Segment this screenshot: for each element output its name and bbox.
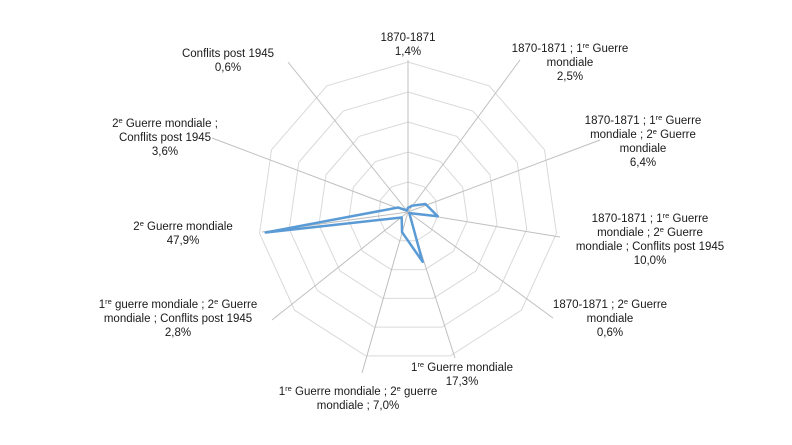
category-label-2: 1870-1871 ; 1re Guerre mondiale 2,5% — [512, 41, 629, 83]
value-label: 17,3% — [446, 376, 479, 388]
category-label-line: mondiale ; Conflits post 1945 — [104, 313, 252, 325]
category-label-line: 1870-1871 ; 1re Guerre — [592, 211, 709, 225]
data-point-4 — [436, 215, 439, 218]
data-point-6 — [421, 260, 424, 263]
category-label-8: 1re guerre mondiale ; 2e Guerre mondiale … — [99, 297, 258, 339]
value-label: 2,8% — [165, 327, 191, 339]
value-label: 3,6% — [152, 146, 178, 158]
grid-ring-5 — [259, 61, 557, 357]
spoke-8 — [271, 211, 409, 321]
spoke-7 — [361, 211, 409, 374]
value-label: 1,4% — [395, 46, 421, 58]
category-label-line: 2e Guerre mondiale ; — [112, 116, 218, 130]
category-label-line: mondiale ; 7,0% — [317, 400, 399, 412]
category-label-line: Conflits post 1945 — [182, 48, 274, 60]
category-label-11: Conflits post 1945 0,6% — [182, 48, 274, 74]
series-line — [264, 202, 439, 264]
category-label-line: mondiale — [547, 57, 594, 69]
category-label-6: 1re Guerre mondiale 17,3% — [411, 360, 513, 388]
radar-series — [264, 202, 439, 264]
radar-spokes — [211, 59, 601, 374]
grid-ring-4 — [288, 91, 528, 328]
category-label-line: mondiale — [620, 143, 667, 155]
value-label: 47,9% — [167, 235, 200, 247]
value-label: 0,6% — [597, 327, 623, 339]
data-point-3 — [424, 202, 427, 206]
value-label: 0,6% — [215, 62, 241, 74]
data-point-10 — [396, 206, 400, 209]
value-label: 2,5% — [557, 71, 583, 83]
category-label-line: mondiale ; 2e Guerre — [597, 225, 703, 239]
data-point-9 — [264, 231, 267, 234]
category-label-line: 1870-1871 ; 1re Guerre — [585, 113, 702, 127]
spoke-2 — [407, 59, 521, 213]
data-point-2 — [410, 204, 414, 207]
category-label-line: mondiale ; 2e Guerre — [590, 127, 696, 141]
category-label-line: 2e Guerre mondiale — [133, 219, 232, 233]
category-label-1: 1870-1871 1,4% — [381, 32, 436, 58]
category-label-line: mondiale ; Conflits post 1945 — [576, 241, 724, 253]
data-point-1 — [406, 206, 410, 209]
radar-grid — [259, 61, 557, 357]
category-label-10: 2e Guerre mondiale ; Conflits post 1945 3,… — [112, 116, 218, 158]
data-point-11 — [405, 209, 409, 212]
category-label-9: 2e Guerre mondiale 47,9% — [133, 219, 232, 247]
spoke-10 — [211, 137, 409, 213]
category-label-line: Conflits post 1945 — [119, 132, 211, 144]
category-label-line: 1re guerre mondiale ; 2e Guerre — [99, 297, 258, 311]
category-label-line: mondiale — [587, 313, 634, 325]
category-label-line: 1re Guerre mondiale — [411, 360, 513, 374]
spoke-5 — [407, 211, 554, 319]
category-label-line: 1870-1871 ; 2e Guerre — [553, 297, 667, 311]
grid-ring-3 — [318, 121, 498, 299]
value-label: 6,4% — [630, 157, 656, 169]
data-point-8 — [400, 216, 403, 219]
category-label-line: 1870-1871 — [381, 32, 436, 44]
category-label-line: 1re Guerre mondiale ; 2e guerre — [279, 384, 438, 398]
category-label-7: 1re Guerre mondiale ; 2e guerre mondiale … — [279, 384, 438, 412]
spoke-3 — [407, 139, 601, 213]
data-point-7 — [400, 230, 404, 234]
category-label-5: 1870-1871 ; 2e Guerre mondiale 0,6% — [553, 297, 667, 339]
data-point-5 — [408, 211, 411, 215]
spoke-11 — [287, 61, 409, 213]
value-label: 10,0% — [634, 255, 667, 267]
grid-ring-2 — [348, 151, 468, 271]
category-label-line: 1870-1871 ; 1re Guerre — [512, 41, 629, 55]
